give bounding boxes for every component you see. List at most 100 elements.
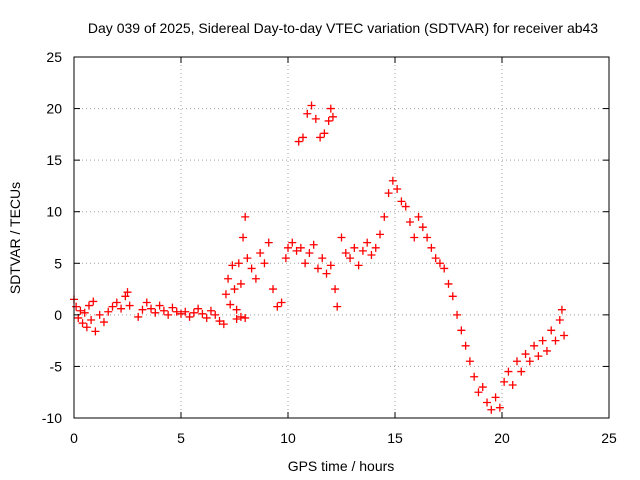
data-point xyxy=(380,212,389,221)
data-point xyxy=(76,306,85,315)
data-point xyxy=(521,350,530,359)
y-tick-label: 20 xyxy=(46,101,62,117)
data-point xyxy=(376,230,385,239)
data-point xyxy=(232,305,241,314)
data-point xyxy=(172,307,181,316)
data-point xyxy=(104,307,113,316)
data-point xyxy=(142,298,151,307)
data-point xyxy=(301,259,310,268)
data-point xyxy=(228,261,237,270)
data-point xyxy=(155,301,164,310)
chart-title: Day 039 of 2025, Sidereal Day-to-day VTE… xyxy=(88,20,598,36)
data-point xyxy=(134,312,143,321)
data-point xyxy=(247,264,256,273)
data-point xyxy=(72,302,81,311)
y-axis-label: SDTVAR / TECUs xyxy=(7,182,23,294)
data-point xyxy=(517,367,526,376)
data-point xyxy=(95,310,104,319)
data-point xyxy=(234,259,243,268)
data-point xyxy=(322,269,331,278)
data-point xyxy=(457,326,466,335)
data-point xyxy=(418,223,427,232)
data-point xyxy=(423,233,432,242)
data-point xyxy=(305,248,314,257)
data-point xyxy=(508,380,517,389)
data-point xyxy=(239,233,248,242)
data-point xyxy=(84,301,93,310)
data-point xyxy=(542,346,551,355)
data-point xyxy=(202,313,211,322)
data-point xyxy=(461,341,470,350)
y-tick-label: 5 xyxy=(54,255,62,271)
data-point xyxy=(388,176,397,185)
data-point xyxy=(500,377,509,386)
data-point xyxy=(444,279,453,288)
data-point xyxy=(440,264,449,273)
data-point xyxy=(112,298,121,307)
data-point xyxy=(346,254,355,263)
tick-labels: 0 5 10 15 20 25 -10 -5 0 5 10 15 20 25 xyxy=(42,49,617,446)
data-point xyxy=(401,202,410,211)
data-point xyxy=(108,302,117,311)
y-tick-label: 10 xyxy=(46,204,62,220)
data-point xyxy=(219,320,228,329)
data-point xyxy=(487,405,496,414)
data-point xyxy=(99,318,108,327)
data-point xyxy=(363,238,372,247)
data-point xyxy=(123,288,132,297)
data-point xyxy=(534,352,543,361)
data-point xyxy=(241,313,250,322)
data-point xyxy=(371,243,380,252)
x-tick-label: 20 xyxy=(494,430,510,446)
data-point xyxy=(337,233,346,242)
data-point xyxy=(318,254,327,263)
data-point xyxy=(281,254,290,263)
data-point xyxy=(320,129,329,138)
data-point xyxy=(483,398,492,407)
data-point xyxy=(159,306,168,315)
data-point xyxy=(215,317,224,326)
data-point xyxy=(431,254,440,263)
data-point xyxy=(465,357,474,366)
data-point xyxy=(331,285,340,294)
y-tick-label: -10 xyxy=(42,410,62,426)
data-point xyxy=(309,240,318,249)
data-point xyxy=(269,285,278,294)
data-point xyxy=(448,292,457,301)
data-point xyxy=(560,331,569,340)
data-point xyxy=(435,259,444,268)
data-point xyxy=(232,314,241,323)
data-point xyxy=(326,104,335,113)
data-point xyxy=(251,274,260,283)
data-point xyxy=(117,304,126,313)
data-point xyxy=(410,233,419,242)
x-tick-label: 0 xyxy=(70,430,78,446)
data-point xyxy=(292,246,301,255)
plot-frame xyxy=(73,56,610,419)
data-point xyxy=(91,327,100,336)
data-point xyxy=(185,312,194,321)
data-point xyxy=(324,116,333,125)
data-point xyxy=(198,309,207,318)
data-point xyxy=(121,292,130,301)
data-point xyxy=(151,308,160,317)
data-point xyxy=(226,300,235,309)
y-tick-label: 25 xyxy=(46,49,62,65)
data-point xyxy=(358,246,367,255)
x-tick-label: 10 xyxy=(280,430,296,446)
data-point xyxy=(211,310,220,319)
data-point xyxy=(264,238,273,247)
data-point xyxy=(89,297,98,306)
data-point xyxy=(453,310,462,319)
data-point xyxy=(224,274,233,283)
data-point xyxy=(78,319,87,328)
data-point xyxy=(354,261,363,270)
y-tick-label: 0 xyxy=(54,307,62,323)
data-point xyxy=(333,302,342,311)
data-points xyxy=(70,101,569,414)
data-point xyxy=(311,114,320,123)
data-point xyxy=(303,109,312,118)
data-point xyxy=(288,238,297,247)
data-point xyxy=(189,308,198,317)
